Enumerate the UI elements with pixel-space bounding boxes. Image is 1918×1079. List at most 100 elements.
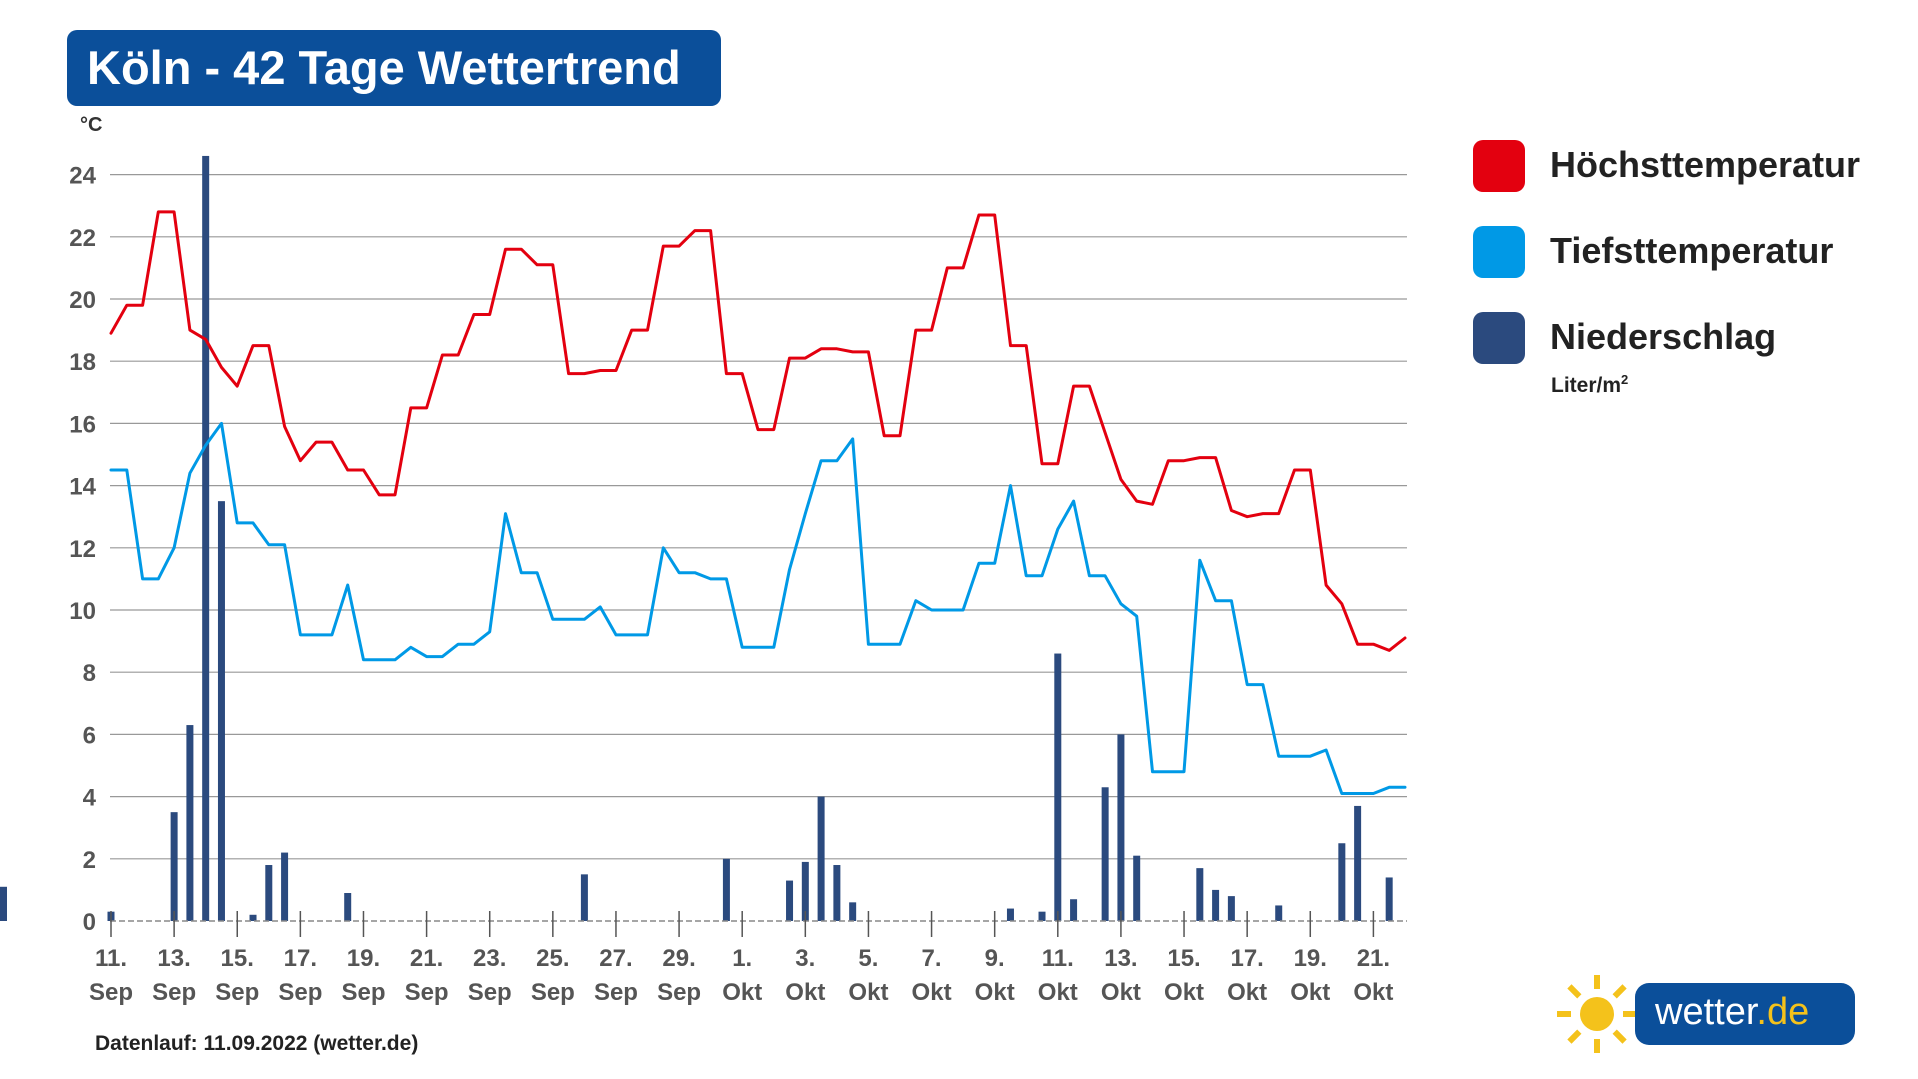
precipitation-bar [1196, 868, 1204, 921]
x-tick-label-month: Sep [405, 979, 449, 1006]
x-tick-label-day: 5. [858, 945, 878, 972]
x-tick-label-day: 25. [536, 945, 569, 972]
x-tick-label-day: 29. [662, 945, 695, 972]
precipitation-bar [265, 865, 273, 921]
y-tick-label: 12 [69, 536, 96, 563]
x-tick-label-day: 9. [985, 945, 1005, 972]
temperature-lines [109, 210, 1407, 795]
x-tick-label-month: Sep [215, 979, 259, 1006]
chart-axes: °C02468101214161820222411.Sep13.Sep15.Se… [69, 114, 1407, 1006]
precipitation-bar [1006, 908, 1014, 921]
legend-unit: Liter/m2 [1551, 372, 1628, 398]
precipitation-bar [217, 501, 225, 921]
precipitation-bar [722, 858, 730, 921]
precipitation-bar [202, 155, 210, 921]
y-tick-label: 18 [69, 349, 96, 376]
y-tick-label: 10 [69, 598, 96, 625]
y-tick-label: 6 [83, 722, 96, 749]
logo-pill [1635, 983, 1855, 1045]
legend-label-precip: Niederschlag [1550, 316, 1777, 357]
x-tick-label-month: Okt [785, 979, 825, 1006]
logo-text: wetter.de [1655, 991, 1809, 1034]
precipitation-bar [344, 893, 352, 921]
x-tick-label-month: Sep [657, 979, 701, 1006]
x-tick-label-day: 11. [95, 945, 127, 972]
x-tick-label-month: Sep [152, 979, 196, 1006]
legend-swatch-high [1473, 140, 1525, 192]
precipitation-bar [186, 725, 194, 921]
page-title: Köln - 42 Tage Wettertrend [87, 41, 681, 94]
x-tick-label-month: Sep [278, 979, 322, 1006]
x-tick-label-month: Sep [468, 979, 512, 1006]
grid-lines [110, 174, 1407, 860]
x-tick-label-day: 3. [795, 945, 815, 972]
y-tick-label: 24 [69, 163, 96, 190]
precipitation-bar [1038, 911, 1046, 921]
x-tick-label-day: 19. [1294, 945, 1327, 972]
x-tick-label-day: 15. [221, 945, 254, 972]
x-tick-label-month: Okt [1290, 979, 1330, 1006]
y-tick-label: 16 [69, 411, 96, 438]
legend-label-high: Höchsttemperatur [1550, 144, 1861, 185]
logo-text-main: wetter [1655, 991, 1757, 1033]
x-tick-label-day: 23. [473, 945, 506, 972]
title-banner: Köln - 42 Tage Wettertrend [67, 30, 721, 106]
legend-unit-text: Liter/m [1551, 374, 1622, 397]
precipitation-bar [1212, 889, 1220, 921]
precipitation-bar [1133, 855, 1141, 921]
legend-label-low: Tiefsttemperatur [1550, 230, 1834, 271]
y-axis-label: °C [80, 114, 102, 136]
wetter-de-logo: wetter.de [1557, 975, 1857, 1053]
x-tick-label-day: 1. [732, 945, 752, 972]
x-tick-label-day: 13. [157, 945, 190, 972]
y-tick-label: 0 [83, 909, 96, 936]
precipitation-bar [786, 880, 794, 921]
x-tick-label-month: Sep [341, 979, 385, 1006]
precipitation-bar [281, 852, 289, 921]
precipitation-bars [0, 155, 1393, 921]
x-tick-label-day: 11. [1042, 945, 1074, 972]
precipitation-bar [1070, 899, 1078, 921]
precipitation-bar [817, 796, 825, 921]
precipitation-bar [1054, 653, 1062, 921]
x-tick-label-month: Sep [531, 979, 575, 1006]
logo-text-suffix: .de [1756, 991, 1810, 1033]
y-tick-label: 8 [83, 660, 96, 687]
x-tick-label-month: Okt [912, 979, 952, 1006]
x-tick-label-day: 17. [284, 945, 317, 972]
precipitation-bar [1101, 787, 1109, 921]
precipitation-bar [1385, 877, 1393, 921]
x-tick-label-day: 21. [410, 945, 443, 972]
precipitation-bar [1354, 805, 1362, 921]
x-tick-label-day: 7. [922, 945, 942, 972]
precipitation-bar [249, 914, 257, 921]
x-tick-label-day: 13. [1104, 945, 1137, 972]
x-tick-label-day: 27. [599, 945, 632, 972]
x-tick-label-month: Okt [1038, 979, 1078, 1006]
precipitation-bar [849, 902, 857, 921]
x-tick-label-month: Okt [975, 979, 1015, 1006]
x-tick-label-month: Sep [594, 979, 638, 1006]
precipitation-bar [0, 888, 7, 921]
legend-swatch-precip [1473, 312, 1525, 364]
legend-swatch-low [1473, 226, 1525, 278]
y-tick-label: 22 [69, 225, 96, 252]
x-tick-label-month: Okt [1101, 979, 1141, 1006]
y-tick-label: 20 [69, 287, 96, 314]
sun-icon [1557, 975, 1637, 1053]
y-tick-label: 4 [83, 785, 97, 812]
x-tick-label-month: Okt [1353, 979, 1393, 1006]
high-temp-line [109, 210, 1407, 652]
x-tick-label-month: Okt [1227, 979, 1267, 1006]
precipitation-bar [1117, 734, 1125, 921]
x-tick-label-day: 19. [347, 945, 380, 972]
x-tick-label-month: Okt [722, 979, 762, 1006]
precipitation-bar [833, 865, 841, 921]
precipitation-bar [801, 861, 809, 921]
x-tick-label-month: Okt [848, 979, 888, 1006]
legend-unit-sup: 2 [1621, 372, 1629, 387]
x-tick-label-month: Sep [89, 979, 133, 1006]
precipitation-bar [1275, 905, 1283, 921]
x-tick-label-day: 15. [1167, 945, 1200, 972]
